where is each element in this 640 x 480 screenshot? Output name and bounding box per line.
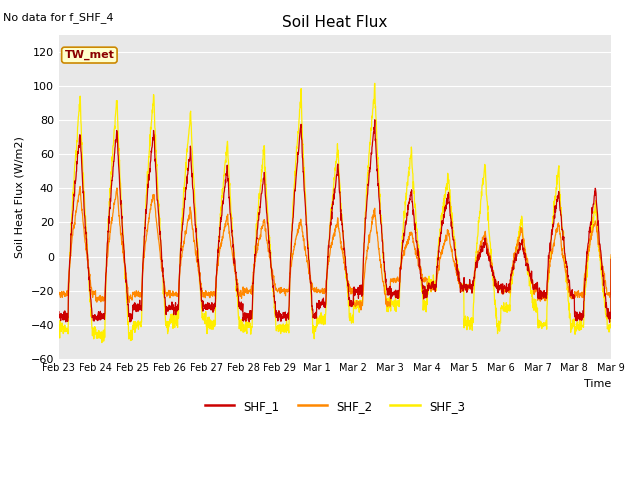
Title: Soil Heat Flux: Soil Heat Flux [282, 15, 388, 30]
Text: No data for f_SHF_4: No data for f_SHF_4 [3, 12, 114, 23]
X-axis label: Time: Time [584, 379, 611, 389]
Y-axis label: Soil Heat Flux (W/m2): Soil Heat Flux (W/m2) [15, 136, 25, 258]
Legend: SHF_1, SHF_2, SHF_3: SHF_1, SHF_2, SHF_3 [200, 395, 470, 417]
Text: TW_met: TW_met [65, 50, 115, 60]
